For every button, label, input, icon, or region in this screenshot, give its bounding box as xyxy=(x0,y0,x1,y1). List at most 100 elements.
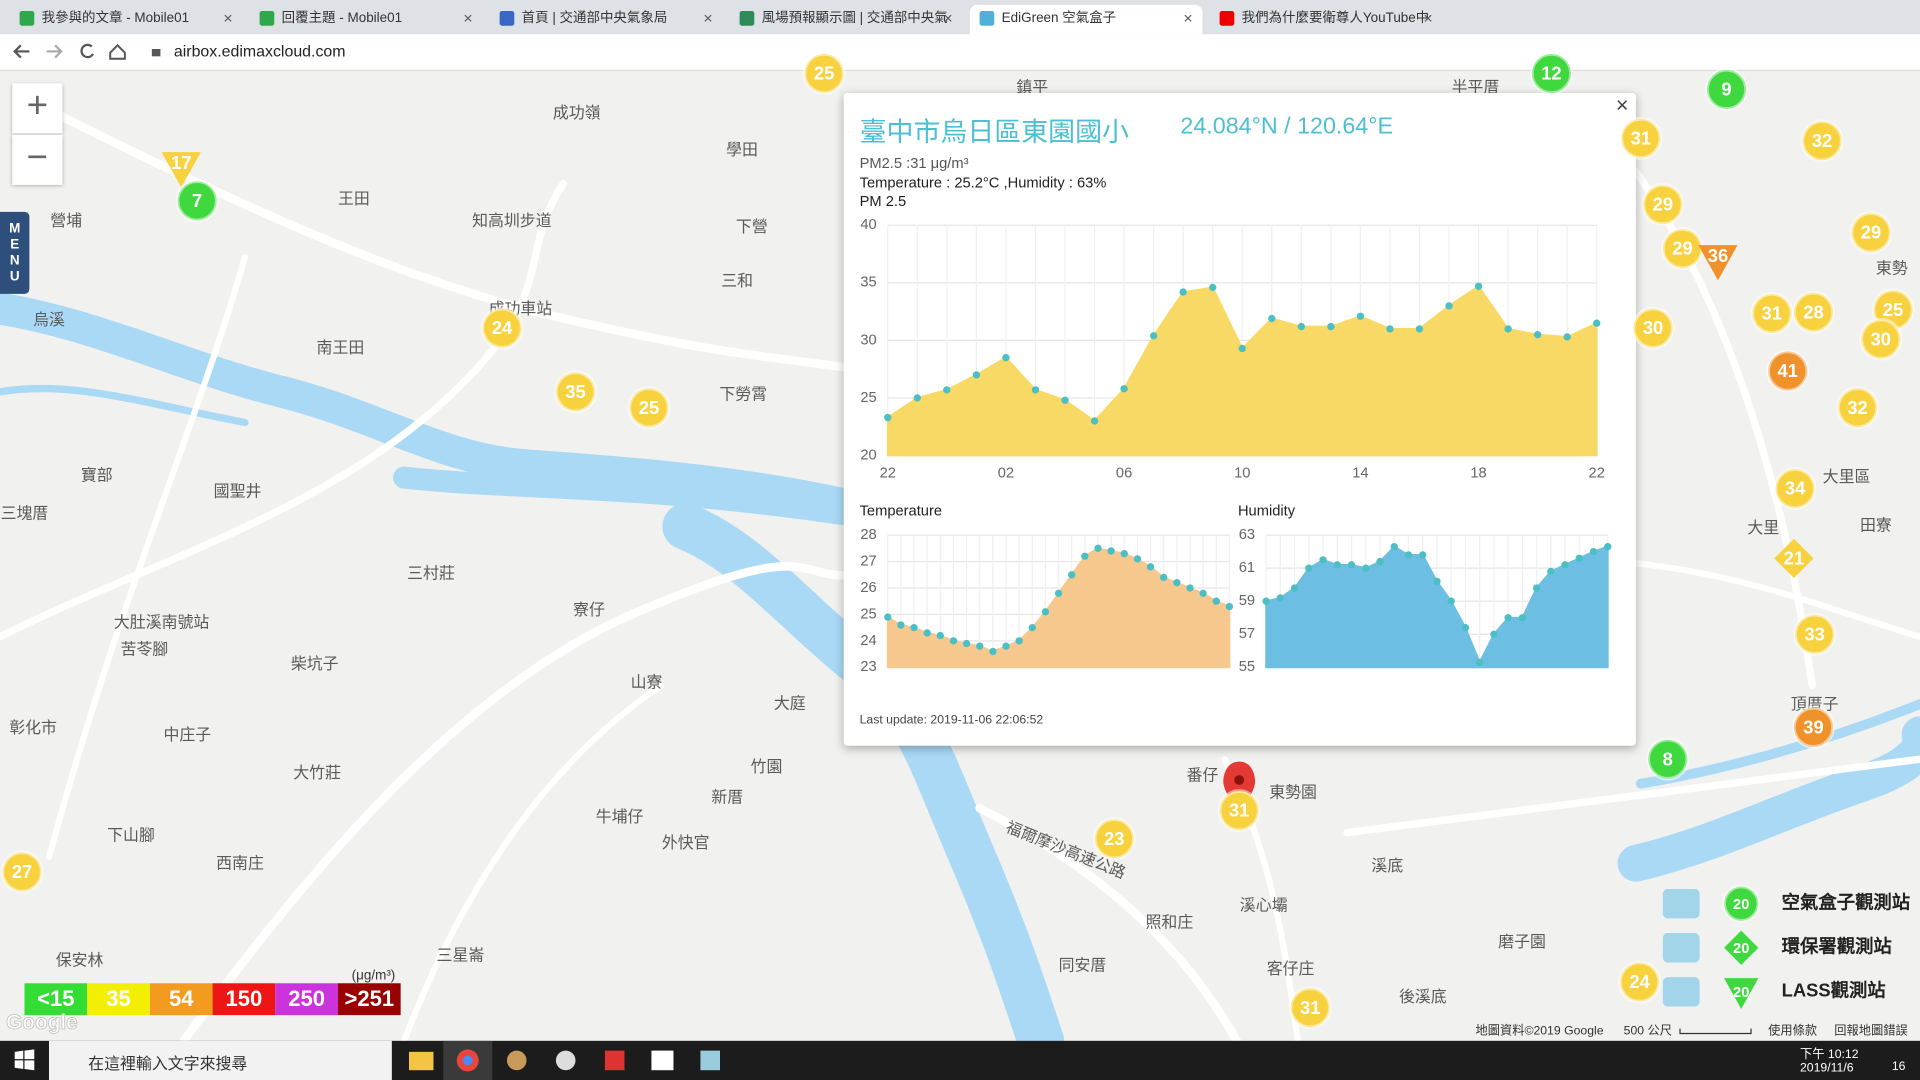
place-label: 三和 xyxy=(721,272,753,290)
taskbar-apps[interactable] xyxy=(394,1040,737,1080)
url[interactable]: airbox.edimaxcloud.com xyxy=(173,41,346,61)
data-point xyxy=(1173,579,1181,587)
station-marker[interactable]: 31 xyxy=(1750,292,1794,335)
scale-swatch xyxy=(87,983,150,1016)
station-marker[interactable]: 35 xyxy=(554,370,597,414)
station-marker[interactable]: 39 xyxy=(1792,705,1835,749)
tab-close[interactable]: × xyxy=(1423,8,1433,27)
marker-label: 39 xyxy=(1803,716,1823,737)
data-point xyxy=(1199,589,1207,597)
station-coords: 24.084°N / 120.64°E xyxy=(1180,113,1394,140)
data-point xyxy=(1225,602,1234,611)
marker-shape xyxy=(1849,211,1893,255)
station-marker[interactable]: 24 xyxy=(480,306,524,350)
tab[interactable]: 回覆主題 - Mobile01 × xyxy=(250,5,483,34)
close-button[interactable]: × xyxy=(1615,93,1629,118)
place-label: 溪底 xyxy=(1371,857,1403,875)
place-label: 新厝 xyxy=(711,789,743,807)
tab-close[interactable]: × xyxy=(463,8,473,27)
station-marker[interactable]: 25 xyxy=(802,52,846,95)
station-marker[interactable]: 34 xyxy=(1773,467,1817,511)
station-marker[interactable]: 29 xyxy=(1661,227,1704,271)
place-label: 三星崙 xyxy=(437,947,485,965)
tab[interactable]: 風場預報顯示圖 | 交通部中央氣 × xyxy=(730,5,963,34)
station-marker[interactable]: 29 xyxy=(1641,183,1685,226)
marker-label: 41 xyxy=(1778,360,1798,381)
taskbar: 在這裡輸入文字來搜尋 下午 10:12 2019/11/6 16 xyxy=(0,1040,1920,1080)
data-point xyxy=(1002,354,1010,362)
station-marker[interactable]: 7 xyxy=(175,179,219,223)
station-marker[interactable]: 33 xyxy=(1793,612,1837,656)
data-point xyxy=(1090,417,1099,425)
station-marker[interactable]: 27 xyxy=(0,850,44,894)
station-marker[interactable]: 31 xyxy=(1217,789,1261,833)
legend-type-icon xyxy=(1662,933,1700,963)
place-label: 山寮 xyxy=(631,673,663,691)
place-label: 客仔庄 xyxy=(1267,960,1315,978)
place-label: 保安林 xyxy=(56,951,104,969)
place-label: 大庭 xyxy=(774,694,806,712)
tab-close[interactable]: × xyxy=(1183,8,1193,27)
station-marker[interactable]: 21 xyxy=(1774,538,1814,578)
marker-shape xyxy=(175,179,219,223)
y-tick-label: 23 xyxy=(860,659,876,675)
marker-shape xyxy=(1618,960,1662,1004)
station-marker[interactable]: 41 xyxy=(1766,349,1810,393)
data-point xyxy=(972,371,981,379)
scale-label: 54 xyxy=(169,986,194,1011)
zoom-in[interactable]: + xyxy=(12,83,63,134)
station-marker[interactable]: 31 xyxy=(1288,986,1332,1030)
area xyxy=(1265,545,1609,669)
tab-close[interactable]: × xyxy=(703,8,713,27)
station-marker[interactable]: 23 xyxy=(1092,817,1136,861)
station-marker[interactable]: 31 xyxy=(1619,116,1663,160)
notification-count[interactable]: 16 xyxy=(1891,1060,1906,1074)
marker-shape xyxy=(480,306,524,350)
pm-reading: PM2.5 :31 μg/m³ xyxy=(859,154,969,172)
data-point xyxy=(1327,322,1335,331)
search-box[interactable]: 在這裡輸入文字來搜尋 xyxy=(48,1040,392,1080)
data-point xyxy=(1563,333,1571,341)
place-label: 後溪底 xyxy=(1399,988,1447,1006)
station-marker[interactable]: 28 xyxy=(1792,290,1835,334)
station-marker[interactable]: 30 xyxy=(1631,306,1675,350)
station-marker[interactable]: 17 xyxy=(161,152,201,188)
start-button[interactable] xyxy=(0,1041,49,1080)
tab[interactable]: 首頁 | 交通部中央氣象局 × xyxy=(490,5,723,34)
tab[interactable]: 我們為什麼要衛尊人YouTube中 × xyxy=(1210,5,1443,34)
scale-label: <15 xyxy=(37,986,74,1011)
marker-shape xyxy=(1530,52,1573,95)
station-marker[interactable]: 36 xyxy=(1698,245,1738,281)
marker-shape xyxy=(1631,306,1675,350)
station-marker[interactable]: 30 xyxy=(1859,317,1903,361)
data-point xyxy=(910,624,918,632)
tab[interactable]: 我參與的文章 - Mobile01 × xyxy=(10,5,243,34)
station-marker[interactable]: 12 xyxy=(1530,52,1573,95)
data-point xyxy=(1356,312,1365,320)
nav-icons[interactable] xyxy=(0,34,171,70)
data-point xyxy=(1179,288,1187,296)
google-logo: Google xyxy=(6,1011,78,1034)
tab-close[interactable]: × xyxy=(223,8,233,27)
station-marker[interactable]: 8 xyxy=(1646,737,1690,781)
scale-unit: (μg/m³) xyxy=(352,967,396,982)
tab-title: EdiGreen 空氣盒子 xyxy=(1001,11,1117,26)
menu-button[interactable]: MENU xyxy=(0,211,30,294)
marker-label: 21 xyxy=(1784,547,1804,568)
station-marker[interactable]: 9 xyxy=(1705,67,1748,111)
zoom-out[interactable]: − xyxy=(12,134,63,185)
tab-close[interactable]: × xyxy=(943,8,953,27)
marker-shape xyxy=(1641,183,1685,226)
data-point xyxy=(1333,561,1341,569)
data-point xyxy=(1068,571,1076,579)
station-marker[interactable]: 32 xyxy=(1800,119,1844,163)
station-marker[interactable]: 24 xyxy=(1618,960,1662,1004)
x-tick-label: 22 xyxy=(880,466,896,482)
station-marker[interactable]: 29 xyxy=(1849,211,1893,255)
y-tick-label: 40 xyxy=(860,217,876,233)
marker-shape xyxy=(1859,317,1903,361)
tab[interactable]: EdiGreen 空氣盒子 × xyxy=(969,4,1203,35)
station-marker[interactable]: 25 xyxy=(627,386,671,430)
scale-swatch xyxy=(149,983,213,1016)
station-marker[interactable]: 32 xyxy=(1836,386,1879,430)
